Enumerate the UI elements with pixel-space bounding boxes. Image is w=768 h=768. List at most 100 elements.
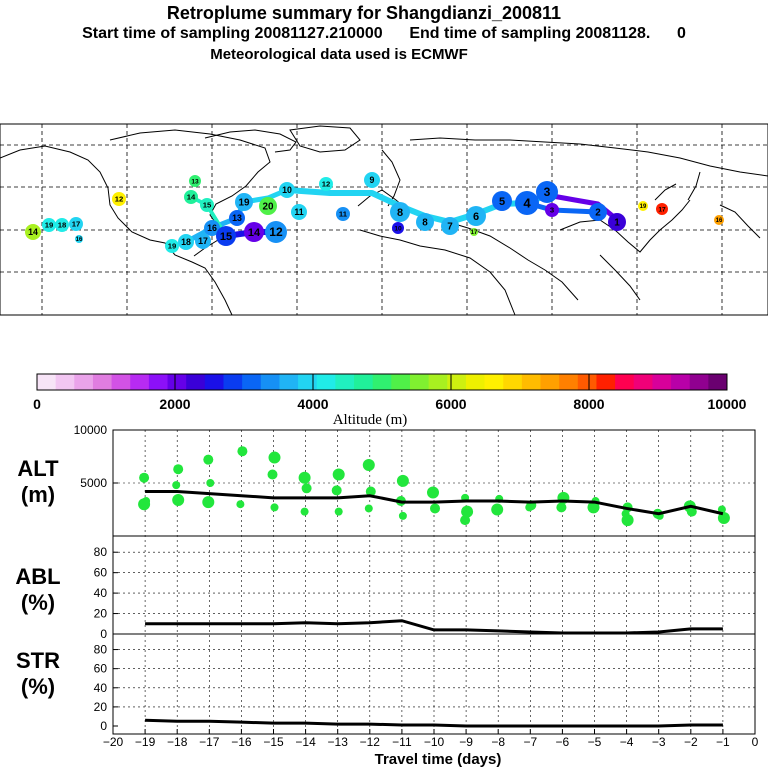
map-marker-dot (656, 203, 668, 215)
map-marker: 12 (112, 192, 126, 206)
colorbar-swatch (503, 374, 523, 390)
map-marker-label: 11 (294, 207, 303, 217)
map-marker-label: 4 (523, 196, 531, 211)
map-marker-dot (336, 207, 350, 221)
alt-scatter-point (138, 498, 151, 511)
map-marker-label: 6 (473, 211, 479, 223)
x-tick-label: −7 (523, 735, 537, 749)
alt-y-ticks: 10000 5000 (74, 423, 118, 490)
x-tick-label: −13 (328, 735, 349, 749)
colorbar-swatch (354, 374, 374, 390)
map-marker: 8 (390, 202, 410, 222)
colorbar-swatch (540, 374, 560, 390)
map-marker-label: 10 (282, 185, 292, 195)
alt-scatter-point (139, 472, 150, 483)
map-marker: 13 (229, 210, 245, 226)
alt-scatter-point (461, 505, 474, 518)
alt-scatter-point (298, 471, 311, 484)
map-marker-label: 15 (203, 201, 212, 210)
map-marker-label: 13 (232, 213, 242, 223)
x-tick-label: −15 (263, 735, 284, 749)
map-marker-dot (515, 191, 539, 215)
alt-mean-line (145, 489, 724, 516)
map-marker: 19 (165, 239, 179, 253)
alt-scatter-point (430, 503, 440, 514)
x-axis-label: Travel time (days) (375, 751, 502, 768)
map-marker-label: 19 (45, 221, 54, 230)
colorbar-swatch (148, 374, 169, 390)
map-marker-label: 18 (181, 237, 191, 247)
map-marker-dot (589, 203, 607, 221)
colorbar-swatch (409, 374, 430, 390)
alt-scatter-point (331, 485, 342, 496)
alt-scatter-point (396, 474, 409, 487)
alt-scatter-point (427, 486, 439, 499)
map-marker-label: 18 (58, 221, 67, 230)
map-frame (0, 123, 768, 316)
x-tick-label: −17 (199, 735, 220, 749)
map-marker-dot (112, 192, 126, 206)
colorbar-swatch (37, 374, 57, 390)
colorbar-swatch (484, 374, 504, 390)
map-marker-dot (189, 175, 201, 187)
colorbar-swatch (74, 374, 94, 390)
colorbar-swatch (55, 374, 75, 390)
map-marker: 18 (178, 234, 194, 250)
map-marker-dot (319, 177, 333, 191)
map-marker-label: 20 (263, 201, 274, 212)
alt-scatter-points (138, 446, 730, 527)
map-marker-dot (390, 202, 410, 222)
x-tick-label: 0 (752, 735, 759, 749)
alt-scatter-point (202, 496, 215, 509)
alt-scatter-point (717, 505, 726, 514)
map-marker-label: 8 (397, 207, 403, 219)
alt-scatter-point (270, 503, 279, 512)
map-marker-label: 16 (207, 223, 217, 233)
alt-scatter-point (556, 502, 567, 513)
colorbar-tick-label: 8000 (573, 396, 604, 412)
map-marker-label: 19 (640, 204, 647, 210)
map-marker-label: 2 (595, 207, 601, 218)
map-marker: 17 (470, 228, 478, 236)
map-marker-dot (536, 181, 558, 203)
colorbar-label: Altitude (m) (333, 412, 408, 428)
map-marker-dot (608, 213, 626, 231)
map-marker-dot (55, 218, 69, 232)
alt-mean-line-path (145, 489, 724, 516)
map-marker-label: 11 (339, 210, 348, 219)
x-tick-label: −16 (231, 735, 252, 749)
colorbar-swatch (615, 374, 635, 390)
abl-panel-unit: (%) (21, 590, 55, 615)
alt-panel-unit: (m) (21, 482, 55, 507)
map-marker-dot (165, 239, 179, 253)
map-marker-label: 10 (394, 225, 402, 232)
x-tick-label: −19 (135, 735, 156, 749)
map-marker-dot (265, 221, 287, 243)
map-marker: 17 (69, 217, 83, 231)
map-marker-dot (416, 213, 434, 231)
map-marker-dot (75, 235, 83, 243)
colorbar-swatch (521, 374, 542, 390)
colorbar-swatch (372, 374, 392, 390)
map-marker: 4 (515, 191, 539, 215)
map-marker: 11 (336, 207, 350, 221)
str-y-ticks: 80 60 40 20 0 (94, 643, 118, 733)
map-marker-label: 13 (191, 178, 199, 185)
alt-scatter-point (364, 504, 373, 513)
alt-scatter-point (525, 503, 534, 512)
map-marker: 10 (279, 182, 295, 198)
map-marker: 16 (204, 220, 220, 236)
colorbar-swatch (316, 374, 336, 390)
colorbar-swatch (577, 374, 597, 390)
panel-grid (113, 430, 755, 734)
colorbar-swatch (186, 374, 206, 390)
abl-y-tick-label: 60 (94, 566, 108, 580)
map-marker-dot (178, 234, 194, 250)
alt-scatter-point (236, 500, 245, 509)
alt-scatter-point (587, 501, 600, 514)
map-marker-dot (714, 215, 724, 225)
map-marker-label: 16 (76, 237, 83, 243)
colorbar-swatch (391, 374, 411, 390)
map-marker-dot (235, 193, 253, 211)
